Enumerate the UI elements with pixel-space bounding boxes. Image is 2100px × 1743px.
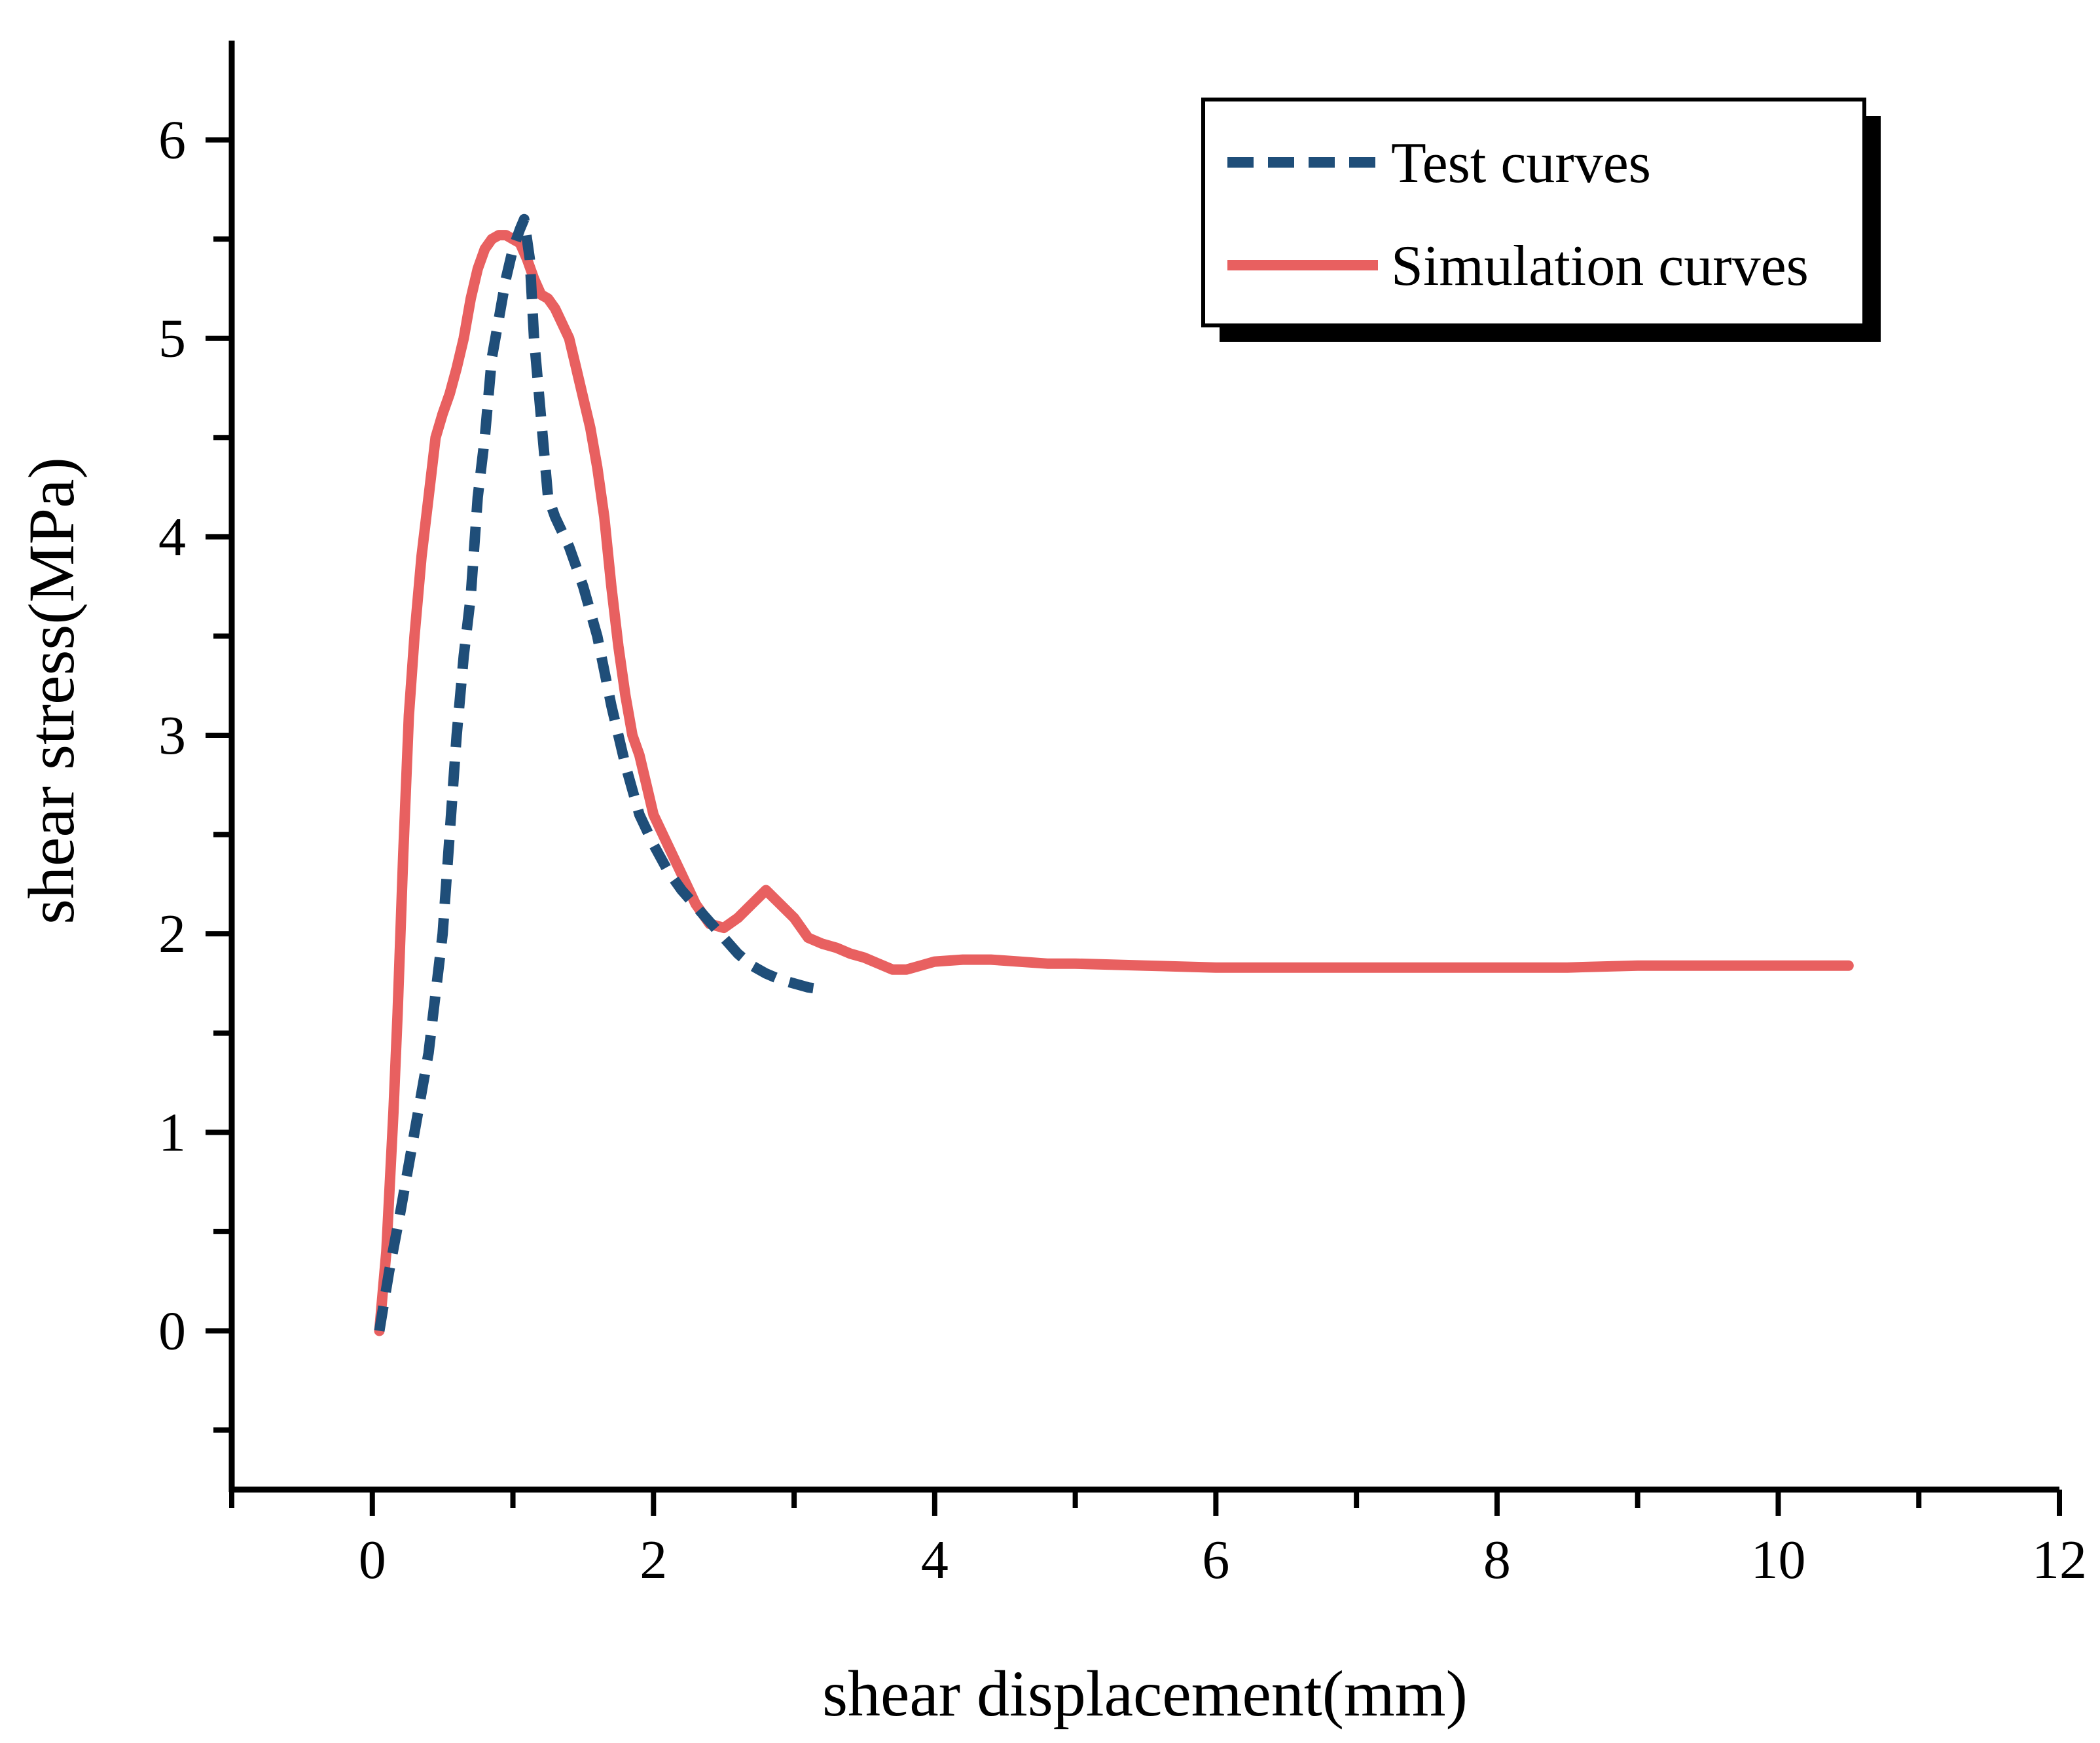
y-tick-label: 1: [158, 1102, 186, 1163]
y-tick-label: 6: [158, 110, 186, 171]
series-line-simulation-curves: [374, 230, 1854, 1336]
legend-box: [1201, 98, 1866, 327]
x-tick-label: 4: [921, 1530, 949, 1590]
x-tick-label: 10: [1750, 1530, 1805, 1590]
x-tick-label: 0: [359, 1530, 386, 1590]
x-ticks: 0 2 4 6 8 10 12: [229, 1490, 2087, 1590]
legend-label-simulation-curves: Simulation curves: [1391, 234, 1809, 298]
legend: Test curves Simulation curves: [1201, 98, 1881, 342]
y-axis-title: shear stress(MPa): [15, 457, 88, 925]
y-tick-label: 2: [158, 904, 186, 964]
y-tick-label: 0: [158, 1300, 186, 1361]
y-tick-label: 4: [158, 507, 186, 568]
x-tick-label: 12: [2032, 1530, 2087, 1590]
axes: [228, 41, 2059, 1493]
x-axis-title: shear displacement(mm): [822, 1657, 1468, 1730]
x-tick-label: 8: [1483, 1530, 1511, 1590]
x-tick-label: 6: [1202, 1530, 1229, 1590]
y-tick-label: 3: [158, 705, 186, 766]
series-line-test-curves: [374, 213, 824, 1332]
x-tick-label: 2: [640, 1530, 667, 1590]
y-tick-label: 5: [158, 308, 186, 369]
series-layer: [374, 213, 1854, 1336]
legend-label-test-curves: Test curves: [1391, 132, 1651, 195]
y-ticks: 0 1 2 3 4 5 6: [158, 110, 232, 1433]
